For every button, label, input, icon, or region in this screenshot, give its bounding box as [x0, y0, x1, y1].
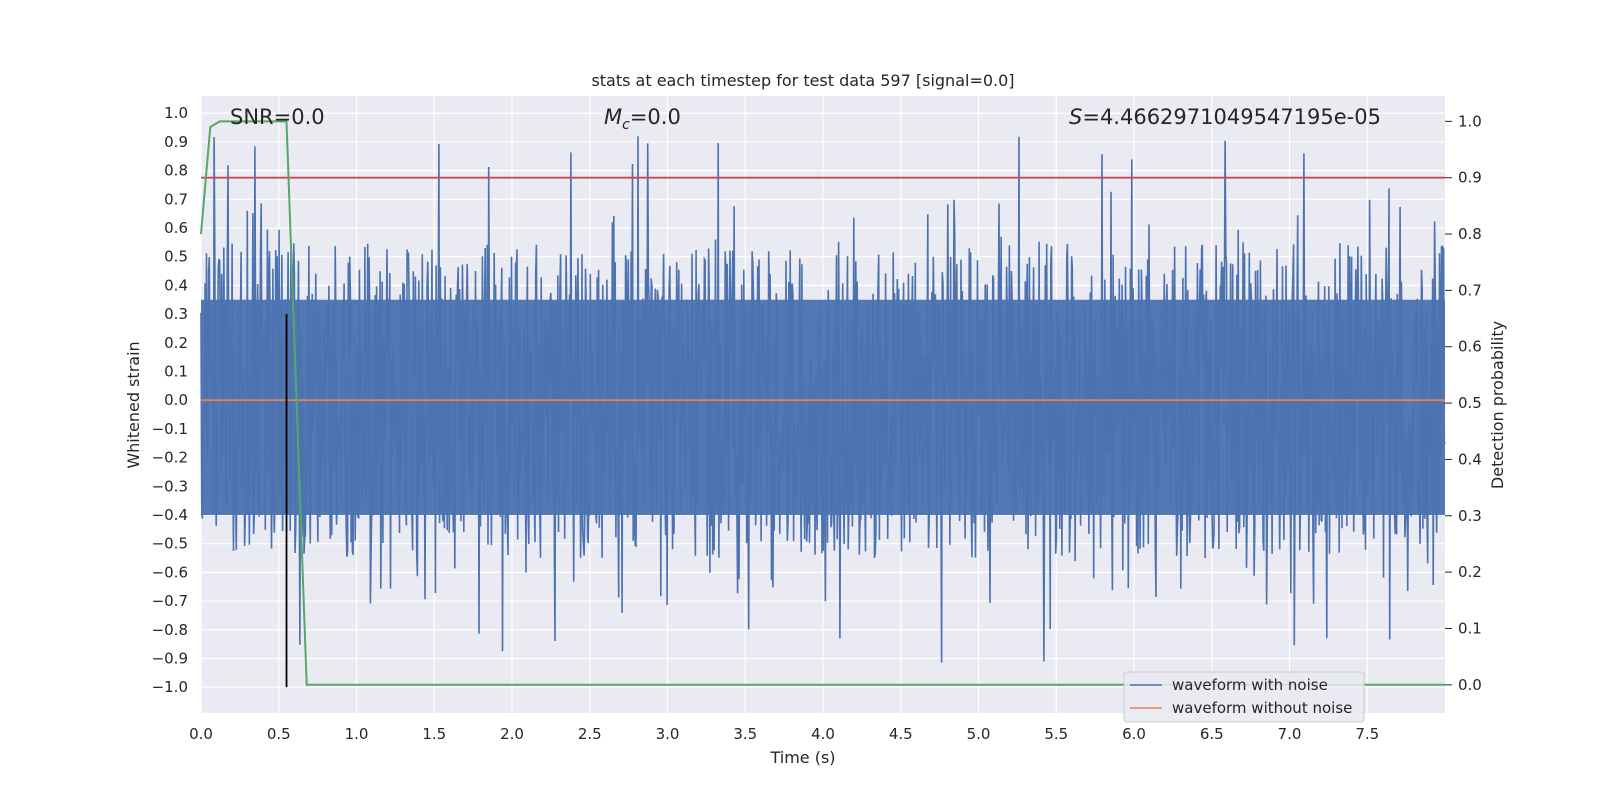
- y2-axis-label: Detection probability: [1488, 321, 1507, 489]
- y-tick-label-15: −0.5: [152, 535, 188, 553]
- x-tick-label-6: 3.0: [656, 725, 680, 743]
- x-tick-label-9: 4.5: [889, 725, 913, 743]
- x-tick-label-11: 5.5: [1044, 725, 1068, 743]
- x-tick-label-8: 4.0: [811, 725, 835, 743]
- x-tick-label-15: 7.5: [1355, 725, 1379, 743]
- y2-tick-label-3: 0.7: [1458, 281, 1482, 299]
- mc-symbol: M: [604, 105, 622, 129]
- legend: waveform with noise waveform without noi…: [1123, 671, 1365, 723]
- y-tick-label-4: 0.6: [164, 219, 188, 237]
- y-tick-label-8: 0.2: [164, 334, 188, 352]
- y-tick-label-20: −1.0: [152, 678, 188, 696]
- x-axis-label: Time (s): [769, 748, 835, 767]
- y2-tick-label-5: 0.5: [1458, 394, 1482, 412]
- y-tick-label-9: 0.1: [164, 362, 188, 380]
- x-tick-label-14: 7.0: [1278, 725, 1302, 743]
- y-tick-label-18: −0.8: [152, 621, 188, 639]
- x-tick-label-1: 0.5: [267, 725, 291, 743]
- noisy-waveform-trace: [200, 136, 1446, 663]
- y-tick-label-12: −0.2: [152, 449, 188, 467]
- y-tick-label-11: −0.1: [152, 420, 188, 438]
- s-value: =4.4662971049547195e-05: [1082, 105, 1381, 129]
- legend-label-noise: waveform with noise: [1172, 676, 1328, 694]
- x-tick-label-5: 2.5: [578, 725, 602, 743]
- y-tick-label-13: −0.3: [152, 477, 188, 495]
- y-tick-label-2: 0.8: [164, 162, 188, 180]
- y2-tick-label-10: 0.0: [1458, 676, 1482, 694]
- noisy-waveform-dense-band: [201, 299, 1445, 515]
- x-tick-label-12: 6.0: [1122, 725, 1146, 743]
- y2-tick-label-9: 0.1: [1458, 619, 1482, 637]
- y-tick-label-7: 0.3: [164, 305, 188, 323]
- tick-labels: 0.0 0.5 1.0 1.5 2.0 2.5 3.0 3.5 4.0 4.5 5.0 5.5 6.0 6…: [152, 104, 1482, 743]
- s-annotation: S=4.4662971049547195e-05: [1069, 105, 1381, 129]
- y2-tick-label-2: 0.8: [1458, 225, 1482, 243]
- line-series: [200, 120, 1445, 688]
- y-tick-label-10: 0.0: [164, 391, 188, 409]
- x-tick-label-10: 5.0: [967, 725, 991, 743]
- y2-tick-label-0: 1.0: [1458, 112, 1482, 130]
- y-tick-label-16: −0.6: [152, 563, 188, 581]
- y-tick-label-3: 0.7: [164, 190, 188, 208]
- x-tick-label-0: 0.0: [189, 725, 213, 743]
- y-tick-label-6: 0.4: [164, 276, 188, 294]
- legend-box: [1123, 671, 1365, 723]
- detection-probability-line: [200, 120, 1445, 686]
- y2-tick-label-7: 0.3: [1458, 507, 1482, 525]
- y-tick-label-17: −0.7: [152, 592, 188, 610]
- y-tick-label-19: −0.9: [152, 649, 188, 667]
- y2-tick-label-1: 0.9: [1458, 169, 1482, 187]
- legend-label-clean: waveform without noise: [1172, 699, 1352, 717]
- s-symbol: S: [1069, 105, 1082, 129]
- mc-value: =0.0: [630, 105, 681, 129]
- chart-title: stats at each timestep for test data 597…: [591, 71, 1014, 90]
- x-tick-label-7: 3.5: [733, 725, 757, 743]
- y-tick-label-1: 0.9: [164, 133, 188, 151]
- y2-tick-label-6: 0.4: [1458, 450, 1482, 468]
- mc-annotation: Mc=0.0: [604, 105, 681, 133]
- y2-tick-label-8: 0.2: [1458, 563, 1482, 581]
- mc-subscript: c: [622, 117, 630, 133]
- x-tick-label-4: 2.0: [500, 725, 524, 743]
- y-tick-label-5: 0.5: [164, 248, 188, 266]
- y2-tick-label-4: 0.6: [1458, 338, 1482, 356]
- y-tick-label-14: −0.4: [152, 506, 188, 524]
- y-tick-label-0: 1.0: [164, 104, 188, 122]
- x-tick-label-2: 1.0: [345, 725, 369, 743]
- snr-annotation: SNR=0.0: [230, 105, 325, 129]
- x-tick-label-3: 1.5: [422, 725, 446, 743]
- y-axis-label: Whitened strain: [124, 341, 143, 468]
- x-tick-label-13: 6.5: [1200, 725, 1224, 743]
